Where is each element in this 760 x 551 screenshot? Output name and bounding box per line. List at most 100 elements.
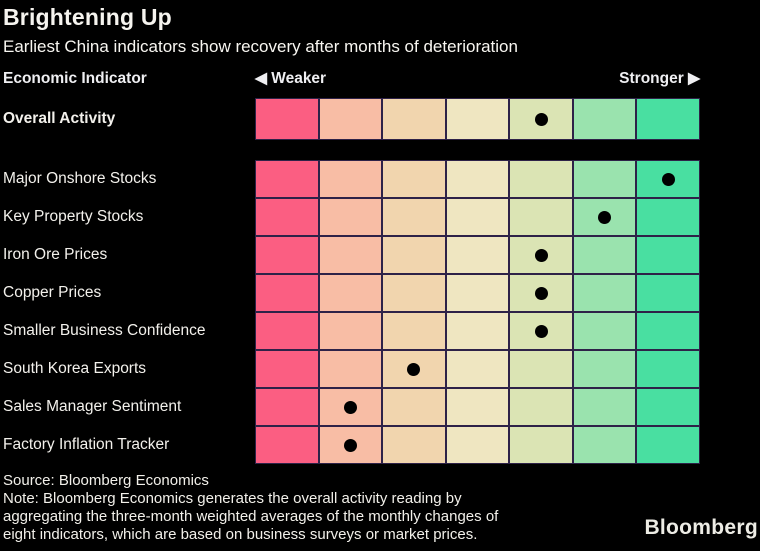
scale-header: ◀ Weaker Stronger ▶: [255, 69, 700, 88]
table-row: South Korea Exports: [3, 350, 760, 388]
table-row: Copper Prices: [3, 274, 760, 312]
heat-cell: [318, 426, 383, 464]
table-row: Key Property Stocks: [3, 198, 760, 236]
heatmap-grid: Overall Activity Major Onshore Stocks Key …: [0, 98, 760, 464]
heat-cell: [636, 388, 701, 426]
row-label: South Korea Exports: [3, 360, 147, 377]
table-row: Overall Activity: [3, 98, 760, 140]
heat-cell: [509, 98, 573, 140]
row-label: Major Onshore Stocks: [3, 170, 157, 187]
heat-cell: [318, 98, 383, 140]
row-label: Iron Ore Prices: [3, 246, 108, 263]
heat-cell: [509, 388, 573, 426]
heat-cell: [318, 388, 383, 426]
heat-cell: [382, 388, 446, 426]
heat-cell: [445, 160, 510, 198]
heat-cell: [445, 388, 510, 426]
heat-cell: [318, 350, 383, 388]
heat-cell-strip: [255, 388, 701, 426]
heat-cell: [636, 198, 701, 236]
heat-cell: [509, 426, 573, 464]
heat-cell: [445, 274, 510, 312]
row-label: Factory Inflation Tracker: [3, 436, 170, 453]
reading-dot: [407, 362, 421, 376]
table-row: Major Onshore Stocks: [3, 160, 760, 198]
heat-cell: [445, 198, 510, 236]
heat-cell: [572, 160, 637, 198]
indicator-column-header: Economic Indicator: [3, 70, 147, 87]
heat-cell: [382, 98, 446, 140]
heat-cell: [445, 98, 510, 140]
heat-cell: [636, 350, 701, 388]
heat-cell: [318, 312, 383, 350]
heat-cell: [636, 160, 701, 198]
heat-cell: [636, 98, 701, 140]
heat-cell: [255, 350, 319, 388]
source-text: Source: Bloomberg Economics: [3, 472, 209, 489]
table-row: Smaller Business Confidence: [3, 312, 760, 350]
footer: Source: Bloomberg Economics Note: Bloomb…: [0, 472, 760, 544]
heat-cell: [255, 198, 319, 236]
heat-cell: [382, 312, 446, 350]
heat-cell: [636, 236, 701, 274]
reading-dot: [534, 324, 548, 338]
row-label: Key Property Stocks: [3, 208, 144, 225]
heat-cell-strip: [255, 426, 701, 464]
heat-cell: [445, 312, 510, 350]
heat-cell: [445, 350, 510, 388]
heat-cell: [382, 350, 446, 388]
reading-dot: [661, 172, 675, 186]
heat-cell: [382, 274, 446, 312]
heat-cell: [509, 274, 573, 312]
heat-cell: [382, 426, 446, 464]
heat-cell: [572, 236, 637, 274]
heat-cell: [318, 198, 383, 236]
reading-dot: [343, 400, 357, 414]
heat-cell: [509, 160, 573, 198]
reading-dot: [534, 112, 548, 126]
heat-cell-strip: [255, 160, 701, 198]
heat-cell: [318, 274, 383, 312]
reading-dot: [534, 286, 548, 300]
row-label: Smaller Business Confidence: [3, 322, 206, 339]
heat-cell: [509, 198, 573, 236]
note-line-2: aggregating the three-month weighted ave…: [3, 508, 499, 525]
table-row: Factory Inflation Tracker: [3, 426, 760, 464]
heat-cell: [255, 236, 319, 274]
heat-cell: [255, 274, 319, 312]
table-row: Iron Ore Prices: [3, 236, 760, 274]
heat-cell: [445, 236, 510, 274]
chart-subtitle: Earliest China indicators show recovery …: [3, 37, 518, 56]
heat-cell-strip: [255, 312, 701, 350]
heat-cell: [318, 236, 383, 274]
heat-cell: [318, 160, 383, 198]
heat-cell: [255, 312, 319, 350]
heat-cell: [445, 426, 510, 464]
heat-cell: [255, 388, 319, 426]
heat-cell: [509, 312, 573, 350]
heat-cell: [572, 274, 637, 312]
reading-dot: [534, 248, 548, 262]
heat-cell: [255, 426, 319, 464]
row-label: Copper Prices: [3, 284, 102, 301]
heat-cell: [572, 98, 637, 140]
heat-cell-strip: [255, 274, 701, 312]
bloomberg-logo: Bloomberg: [644, 516, 758, 539]
heat-cell: [636, 426, 701, 464]
page-title: Brightening Up: [3, 4, 172, 30]
heat-cell: [636, 274, 701, 312]
stronger-label: Stronger ▶: [619, 70, 700, 87]
heat-cell: [572, 198, 637, 236]
note-line-1: Note: Bloomberg Economics generates the …: [3, 490, 462, 507]
heat-cell: [572, 426, 637, 464]
heat-cell-strip: [255, 236, 701, 274]
heat-cell: [509, 236, 573, 274]
heat-cell: [382, 160, 446, 198]
table-row: Sales Manager Sentiment: [3, 388, 760, 426]
column-header-row: Economic Indicator ◀ Weaker Stronger ▶: [0, 69, 760, 90]
heat-cell: [636, 312, 701, 350]
heat-cell: [255, 160, 319, 198]
row-label: Sales Manager Sentiment: [3, 398, 182, 415]
heat-cell: [572, 350, 637, 388]
